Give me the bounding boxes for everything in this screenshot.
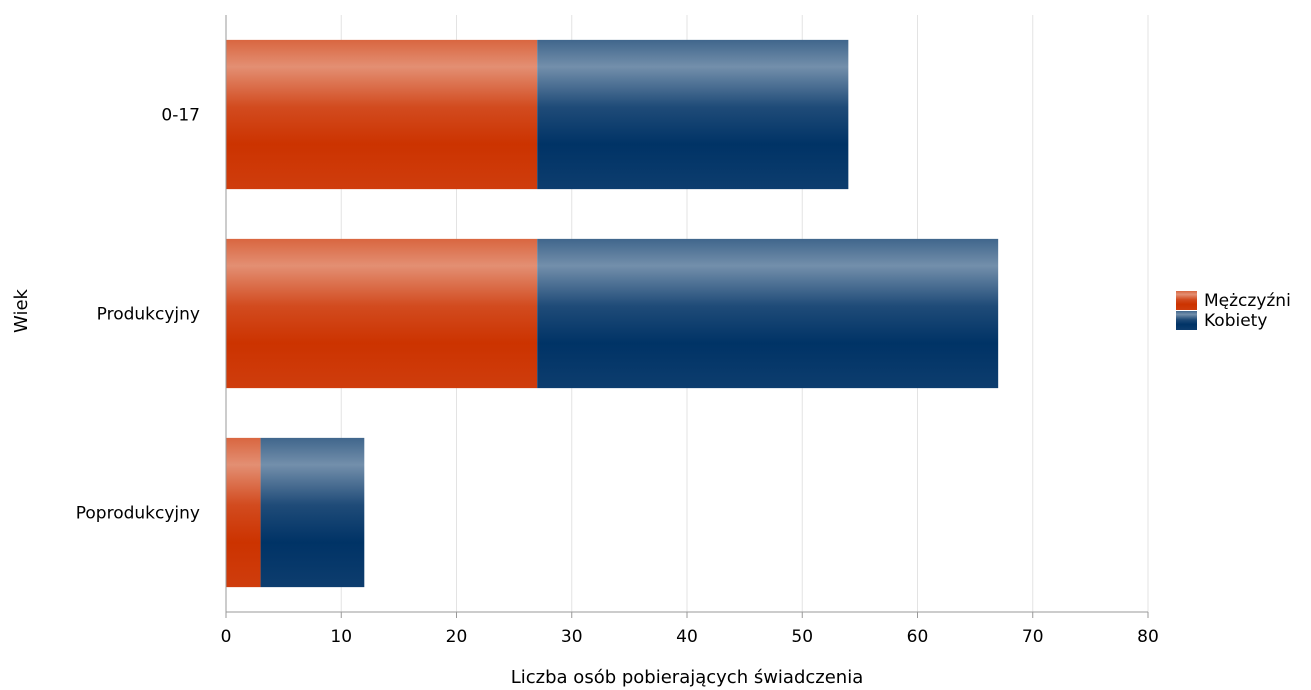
y-tick-label: Poprodukcyjny <box>76 504 200 524</box>
x-axis-title: Liczba osób pobierających świadczenia <box>511 667 864 688</box>
legend-swatch <box>1176 291 1197 310</box>
x-tick-label: 20 <box>446 627 468 647</box>
legend-swatch <box>1176 311 1197 330</box>
y-tick-label: 0-17 <box>161 106 200 126</box>
x-tick-label: 0 <box>221 627 232 647</box>
bar-series-1-0 <box>226 39 538 190</box>
bar-series-1-2 <box>226 437 261 588</box>
bars: 0-17 Produkcyjny Poprodukcyjny <box>76 39 999 588</box>
bar-series-2-1 <box>537 238 999 389</box>
legend-label: Mężczyźni <box>1204 291 1291 311</box>
x-tick-label: 40 <box>676 627 698 647</box>
x-tick-label: 60 <box>907 627 929 647</box>
bar-series-2-2 <box>260 437 365 588</box>
bar-series-2-0 <box>537 39 849 190</box>
legend-label: Kobiety <box>1204 311 1267 331</box>
y-axis-title: Wiek <box>11 288 32 332</box>
x-tick-label: 80 <box>1137 627 1159 647</box>
x-tick-label: 10 <box>330 627 352 647</box>
bar-series-1-1 <box>226 238 538 389</box>
x-tick-label: 70 <box>1022 627 1044 647</box>
axes: 0 10 20 30 40 50 60 70 80 <box>221 15 1159 647</box>
x-tick-label: 30 <box>561 627 583 647</box>
y-tick-label: Produkcyjny <box>97 305 200 325</box>
x-tick-label: 50 <box>791 627 813 647</box>
